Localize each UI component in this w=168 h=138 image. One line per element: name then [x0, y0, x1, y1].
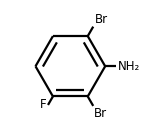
Text: Br: Br [95, 13, 108, 26]
Text: NH₂: NH₂ [117, 60, 140, 73]
Text: Br: Br [94, 107, 107, 120]
Text: F: F [40, 98, 47, 112]
